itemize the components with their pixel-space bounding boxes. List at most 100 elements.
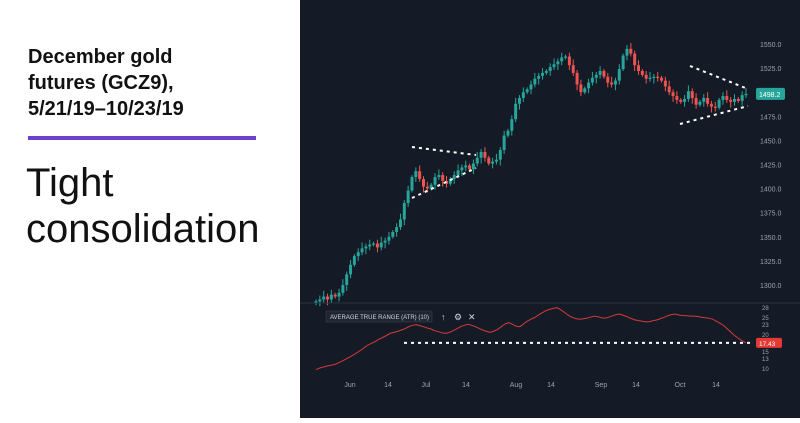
time-tick-label: 14 [462,382,470,389]
gear-icon[interactable]: ⚙ [454,312,462,322]
candle [590,77,594,83]
candle [460,167,464,171]
price-tick-label: 1450.0 [760,138,782,145]
trendlines-layer [411,65,749,199]
time-axis: Jun 14 Jul 14 Aug 14 Sep 14 Oct 14 [344,382,720,389]
candle [429,184,433,189]
triangle-1-upper-trendline [411,146,477,156]
time-tick-label: 14 [712,382,720,389]
candle [560,57,564,62]
candle [514,103,518,120]
atr-tick-label: 20 [762,333,769,339]
candle [702,97,706,102]
price-tick-label: 1325.0 [760,259,782,266]
triangle-2-lower-trendline [679,105,749,125]
headline-line-3: 5/21/19–10/23/19 [28,98,184,120]
candle [491,161,495,164]
price-tick-label: 1400.0 [760,187,782,194]
candle [418,171,422,179]
candle [556,61,560,65]
candle [667,86,671,93]
candle [379,242,383,248]
candle [683,98,687,102]
candle [464,165,468,168]
price-tick-label: 1350.0 [760,235,782,242]
candle [525,89,529,93]
price-chart: 1300.0 1325.0 1350.0 1375.0 1400.0 1425.0 1450… [300,42,800,389]
candle [402,203,406,220]
current-atr-label: 17.43 [759,341,776,348]
chart-panel: 1300.0 1325.0 1350.0 1375.0 1400.0 1425.0 1450… [300,0,800,418]
candle [648,77,652,79]
candle [498,150,502,160]
candle [387,236,391,241]
candle [567,56,571,66]
candle [575,72,579,85]
current-atr-badge [756,337,782,348]
triangle-2-upper-trendline [689,65,749,90]
candle [368,244,372,247]
candle [660,77,664,81]
price-tick-label: 1525.0 [760,66,782,73]
triangle-1-lower-trendline [411,167,477,199]
candle [329,294,333,300]
candle [617,69,621,81]
candle [541,72,545,76]
candle [494,159,498,162]
time-tick-label: Jul [422,382,431,389]
candle [483,151,487,158]
subhead: Tight consolidation [26,160,296,252]
candle [621,55,625,70]
candle [479,151,483,158]
candle [372,243,376,245]
atr-tick-label: 15 [762,350,769,356]
time-tick-label: Oct [675,382,686,389]
candle [694,97,698,105]
candle [736,98,740,101]
time-tick-label: Jun [344,382,355,389]
candle [410,177,414,191]
candle [422,178,425,187]
candle [425,186,429,189]
candle [322,296,326,300]
candle [383,240,387,243]
candle [721,96,725,100]
subhead-line-2: consolidation [26,207,260,251]
candle [625,48,629,56]
candle [606,76,610,83]
price-tick-label: 1425.0 [760,163,782,170]
candle [732,98,736,102]
candle [583,88,587,93]
close-icon[interactable]: ✕ [468,312,476,322]
atr-legend-chip [325,310,433,323]
atr-line [315,307,747,371]
atr-tick-label: 10 [762,367,769,373]
candle [533,78,537,85]
candle [587,82,591,89]
candle [740,95,744,101]
candle [333,294,337,297]
price-tick-label: 1550.0 [760,42,782,49]
subhead-line-1: Tight [26,161,114,205]
candle [637,65,640,71]
candle [441,175,445,181]
candle [521,92,525,98]
candle [375,243,379,248]
candle [487,157,491,164]
candle [471,163,475,170]
candle [679,99,683,102]
candle [744,93,748,96]
accent-divider [28,136,256,140]
candle [594,74,598,78]
candle [725,96,729,100]
headline-line-1: December gold [28,46,173,68]
arrow-up-icon[interactable]: ↑ [441,312,446,322]
candle [537,75,541,79]
candle [613,80,617,85]
candle [598,70,602,75]
candle [579,84,583,93]
candle [337,292,341,297]
atr-panel: AVERAGE TRUE RANGE (ATR) (10)↑⚙✕10131518… [300,302,800,373]
candle [729,99,733,102]
atr-tick-label: 23 [762,323,769,329]
